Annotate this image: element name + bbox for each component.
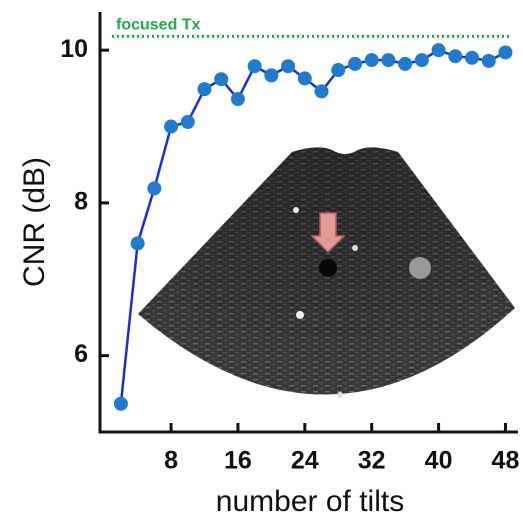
x-tick-label: 32 [358,447,386,475]
bright-target [409,257,431,279]
data-point [164,119,179,134]
arrow [310,212,346,254]
data-point [381,53,396,68]
ultrasound-inset [138,147,515,398]
x-tick-label: 16 [224,447,252,475]
data-point [281,59,296,74]
x-tick-label: 40 [425,447,453,475]
speck [337,392,343,398]
axes [98,12,518,434]
y-tick-label: 8 [74,188,88,216]
x-tick-label: 48 [492,447,520,475]
x-axis-label: number of tilts [216,485,404,518]
x-tick-label: 8 [164,447,178,475]
data-point [113,396,128,411]
data-point [431,43,446,58]
data-point [448,49,463,64]
data-point [481,53,496,68]
data-point [130,236,145,251]
y-tick-label: 6 [74,340,88,368]
data-point [465,50,480,65]
y-axis-label: CNR (dB) [18,157,51,287]
data-point [331,63,346,78]
data-point [297,71,312,86]
data-point [197,82,212,97]
data-point [414,53,429,68]
cyst [319,259,337,277]
data-point [147,181,162,196]
x-tick-label: 24 [291,447,319,475]
data-point [398,56,413,71]
data-point [347,56,362,71]
data-point [247,59,262,74]
y-tick-label: 10 [60,35,88,63]
data-point [230,92,245,107]
reference-label: focused Tx [116,17,201,34]
data-point [180,114,195,129]
speck [293,207,299,213]
speck [352,245,358,251]
data-point [264,68,279,83]
data-point [364,53,379,68]
data-point [214,72,229,87]
data-point [314,84,329,99]
data-point [498,45,513,60]
speck [296,311,304,319]
plot-area: focused Tx [112,17,513,411]
